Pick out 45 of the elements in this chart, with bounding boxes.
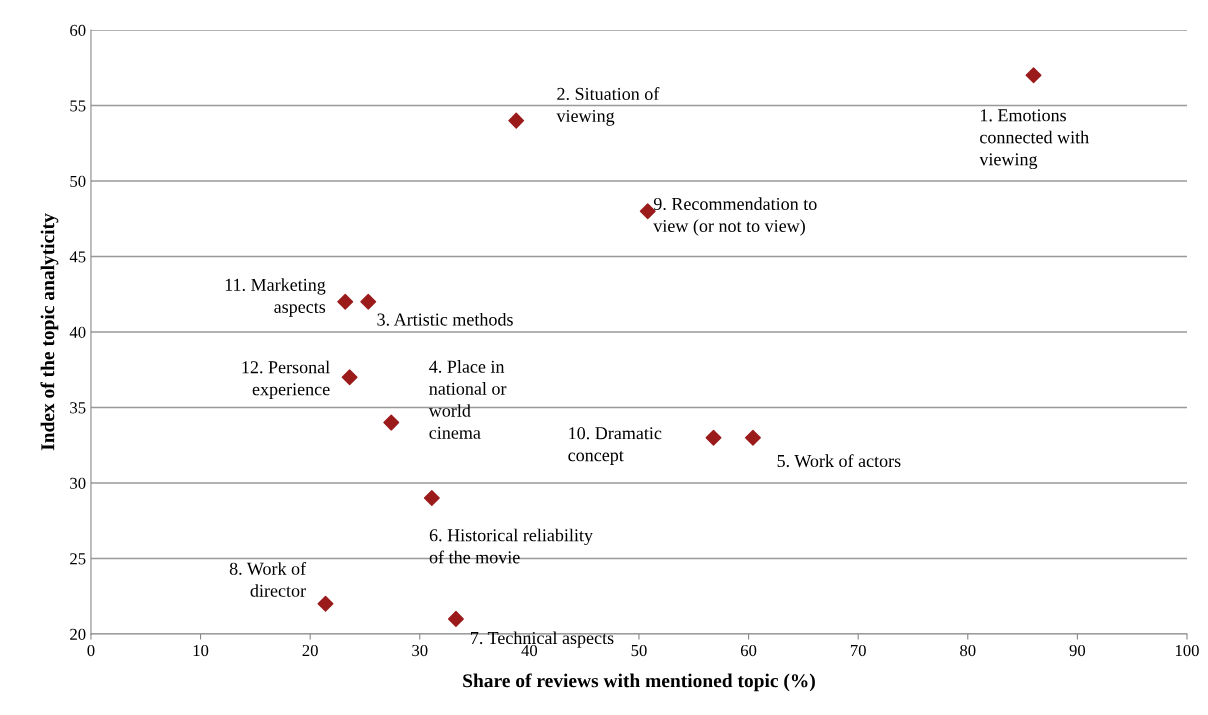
x-tick-label: 50 bbox=[631, 644, 647, 657]
point bbox=[383, 414, 400, 431]
x-tick-label: 10 bbox=[193, 644, 209, 657]
x-tick-label: 20 bbox=[302, 644, 318, 657]
annotation: 2. Situation of viewing bbox=[556, 87, 660, 126]
point bbox=[705, 429, 722, 446]
annotation: 5. Work of actors bbox=[777, 454, 901, 468]
annotation: 8. Work of director bbox=[229, 561, 307, 597]
point bbox=[337, 293, 354, 310]
x-tick-label: 100 bbox=[1175, 644, 1199, 657]
point bbox=[423, 490, 440, 507]
annotation: 12. Personal experience bbox=[242, 360, 330, 400]
point bbox=[341, 369, 358, 386]
x-tick-label: 90 bbox=[1069, 644, 1086, 657]
annotation: 10. Dramatic concept bbox=[568, 427, 662, 465]
y-tick-label: 40 bbox=[69, 326, 86, 338]
x-tick-label: 70 bbox=[850, 644, 866, 657]
y-tick-label: 50 bbox=[70, 175, 86, 187]
x-tick-label: 60 bbox=[740, 644, 757, 657]
point bbox=[508, 112, 525, 129]
x-tick-label: 0 bbox=[87, 644, 95, 657]
annotation: 3. Artistic methods bbox=[377, 312, 513, 326]
y-tick-label: 30 bbox=[70, 477, 86, 489]
point bbox=[1025, 67, 1042, 84]
y-tick-label: 25 bbox=[70, 553, 86, 565]
annotation: 4. Place in national or world cinema bbox=[428, 360, 507, 439]
x-tick-label: 30 bbox=[412, 644, 428, 657]
y-axis-title: Index of the topic analyticity bbox=[40, 213, 59, 451]
annotation: 1. Emotions connected with viewing bbox=[979, 109, 1089, 170]
point bbox=[744, 429, 761, 446]
x-axis-title: Share of reviews with mentioned topic (%) bbox=[463, 673, 815, 692]
y-tick-label: 20 bbox=[70, 628, 86, 640]
y-tick-label: 55 bbox=[70, 100, 86, 112]
annotation: 6. Historical reliability of the movie bbox=[429, 528, 593, 564]
annotation: 9. Recommendation to view (or not to view) bbox=[653, 197, 817, 236]
annotation: 11. Marketing aspects bbox=[225, 278, 326, 317]
point bbox=[447, 610, 464, 627]
x-tick-label: 80 bbox=[960, 644, 976, 657]
point bbox=[639, 203, 656, 220]
point bbox=[317, 595, 334, 612]
y-tick-label: 60 bbox=[70, 24, 86, 36]
y-tick-label: 35 bbox=[70, 402, 86, 414]
point bbox=[360, 293, 377, 310]
x-tick-label: 40 bbox=[521, 644, 538, 657]
y-tick-label: 45 bbox=[69, 251, 86, 263]
